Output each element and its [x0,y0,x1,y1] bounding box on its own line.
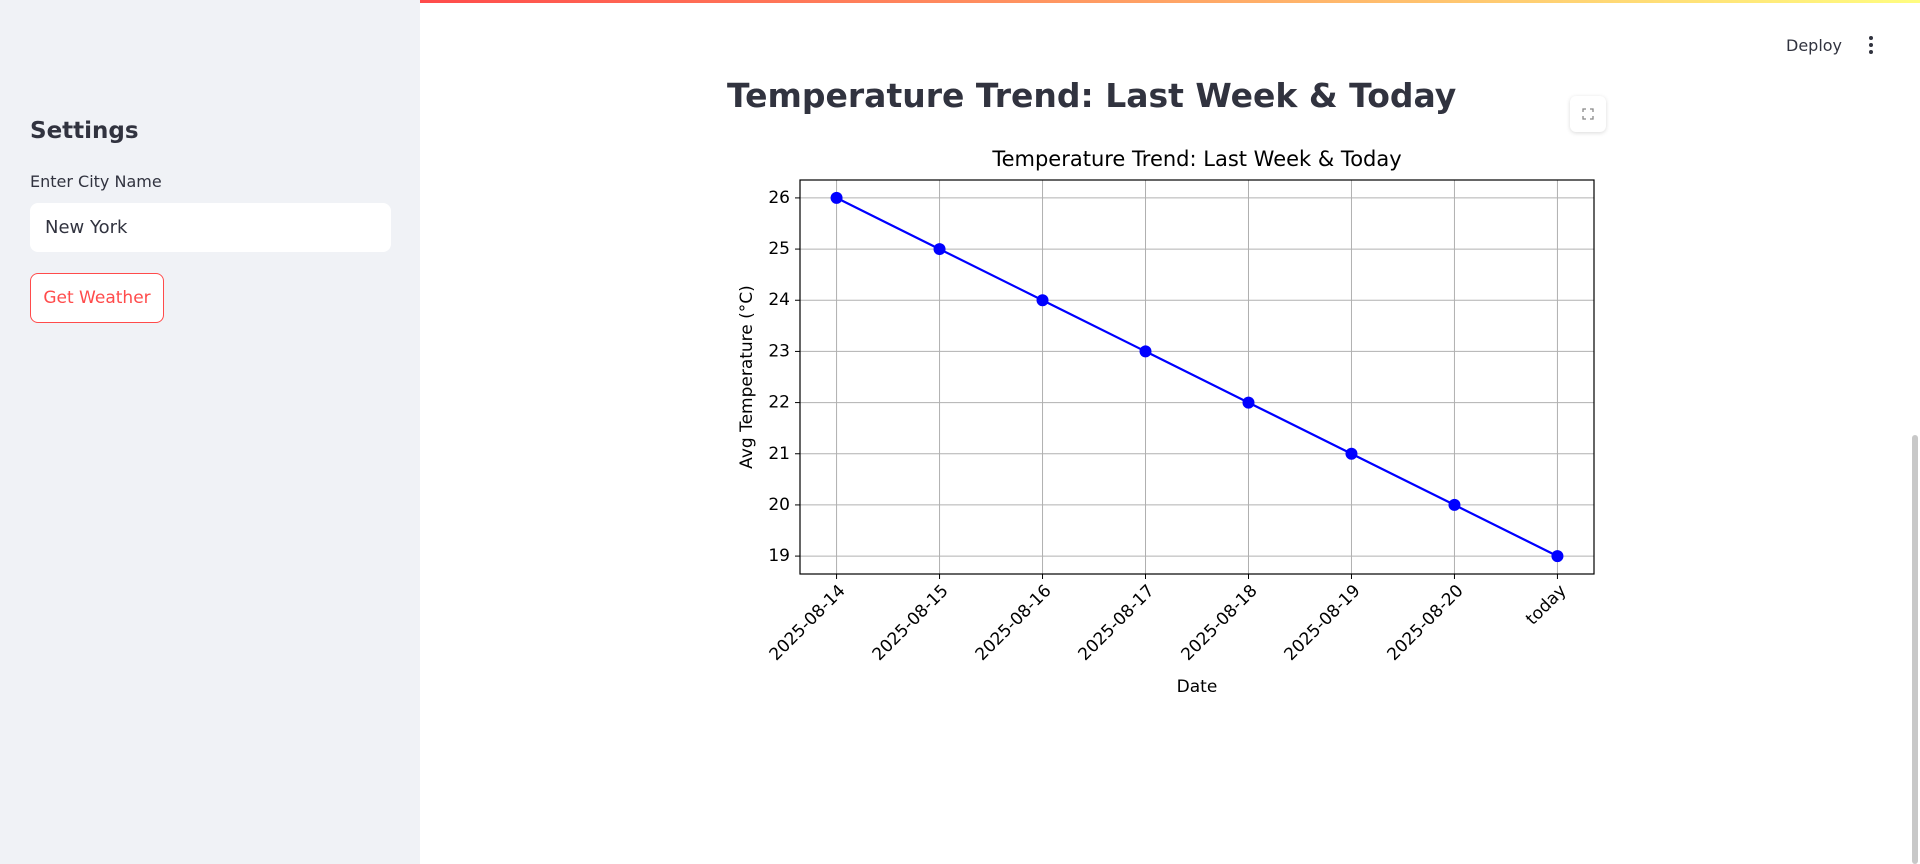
city-input[interactable] [30,203,391,252]
get-weather-button[interactable]: Get Weather [30,273,164,323]
y-tick-label: 26 [768,188,790,208]
point [1139,345,1152,358]
point [1551,550,1564,563]
y-tick-label: 21 [768,444,790,464]
plot-frame [799,179,1595,575]
y-tick-label: 24 [768,290,790,310]
chart-title: Temperature Trend: Last Week & Today [991,147,1401,171]
point [1036,294,1049,307]
x-tick-label: 2025-08-15 [869,581,953,665]
sidebar: Settings Enter City Name Get Weather [0,0,420,864]
menu-button[interactable] [1869,36,1875,57]
x-axis-label: Date [1177,677,1218,697]
deploy-button[interactable]: Deploy [1786,36,1843,55]
fullscreen-icon [1582,108,1594,120]
x-tick-label: 2025-08-17 [1075,581,1159,665]
point [830,191,843,204]
x-tick-label: 2025-08-16 [972,581,1056,665]
point [933,243,946,256]
sidebar-title: Settings [30,118,139,144]
input-label: Enter City Name [30,172,162,191]
point [1448,498,1461,511]
y-tick-label: 22 [768,393,790,413]
x-tick-label: 2025-08-20 [1384,581,1468,665]
x-tick-label: 2025-08-19 [1281,581,1365,665]
y-axis-label: Avg Temperature (°C) [737,285,757,469]
x-tick-label: 2025-08-18 [1178,581,1262,665]
top-decoration [420,0,1920,3]
y-tick-label: 20 [768,495,790,515]
y-tick-label: 25 [768,239,790,259]
fullscreen-button[interactable] [1570,96,1606,132]
x-tick-label: 2025-08-14 [766,581,850,665]
series-line [836,196,1558,558]
y-tick-label: 19 [768,546,790,566]
point [1345,447,1358,460]
x-tick-label: today [1522,581,1570,629]
y-tick-label: 23 [768,341,790,361]
page-heading: Temperature Trend: Last Week & Today [727,76,1457,115]
point [1242,396,1255,409]
scrollbar [1912,435,1918,864]
